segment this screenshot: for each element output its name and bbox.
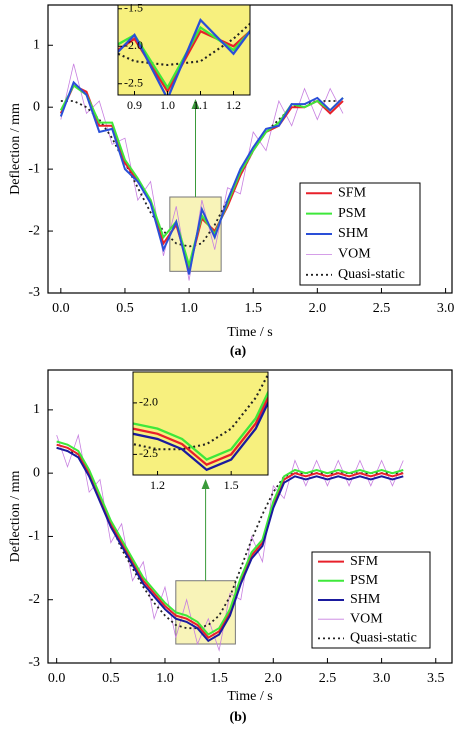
y-tick-label: -2 bbox=[28, 592, 40, 607]
inset-x-tick-label: 1.0 bbox=[160, 98, 175, 112]
series-line bbox=[56, 446, 404, 630]
inset-x-tick-label: 1.2 bbox=[226, 98, 241, 112]
inset-x-tick-label: 1.1 bbox=[193, 98, 208, 112]
x-tick-label: 3.5 bbox=[427, 671, 445, 686]
inset-x-tick-label: 1.2 bbox=[150, 478, 165, 492]
series-line bbox=[60, 100, 343, 248]
inset-line bbox=[118, 17, 250, 95]
x-tick-label: 2.0 bbox=[309, 301, 327, 316]
legend-label: Quasi-static bbox=[350, 631, 417, 646]
inset-frame bbox=[117, 4, 251, 96]
series-line bbox=[56, 433, 404, 652]
legend-label: PSM bbox=[338, 206, 367, 221]
x-tick-label: 1.5 bbox=[210, 671, 228, 686]
inset-line bbox=[133, 400, 268, 472]
series-line bbox=[59, 84, 344, 269]
inset-area bbox=[133, 372, 268, 472]
plot-area bbox=[59, 63, 344, 281]
x-tick-label: 2.5 bbox=[373, 301, 391, 316]
inset-bg bbox=[133, 372, 268, 475]
x-tick-label: 1.0 bbox=[180, 301, 198, 316]
legend-label: SFM bbox=[338, 185, 367, 200]
legend-label: Quasi-static bbox=[338, 267, 405, 282]
inset-y-tick-label: -2.0 bbox=[124, 38, 143, 52]
legend-label: SHM bbox=[338, 226, 369, 241]
x-tick-label: 1.5 bbox=[244, 301, 262, 316]
inset-frame bbox=[132, 371, 269, 476]
x-tick-label: 0.0 bbox=[52, 301, 70, 316]
legend-label: SFM bbox=[350, 554, 379, 569]
y-tick-label: -1 bbox=[28, 529, 40, 544]
inset-bg bbox=[118, 5, 250, 95]
series-line bbox=[59, 80, 344, 275]
x-tick-label: 3.0 bbox=[373, 671, 391, 686]
y-tick-label: 0 bbox=[33, 465, 40, 480]
x-tick-label: 0.0 bbox=[48, 671, 66, 686]
legend-label: PSM bbox=[350, 573, 379, 588]
inset-line bbox=[118, 29, 250, 94]
y-tick-label: -1 bbox=[28, 161, 40, 176]
y-axis-label: Deflection / mm bbox=[8, 471, 23, 563]
inset-y-tick-label: -1.5 bbox=[124, 1, 143, 15]
legend-label: SHM bbox=[350, 592, 381, 607]
x-tick-label: 0.5 bbox=[116, 301, 134, 316]
inset-area bbox=[118, 17, 250, 95]
y-tick-label: -2 bbox=[28, 223, 40, 238]
plot-area bbox=[56, 433, 404, 652]
inset-x-tick-label: 1.5 bbox=[224, 478, 239, 492]
x-tick-label: 2.0 bbox=[265, 671, 283, 686]
y-axis-label: Deflection / mm bbox=[8, 103, 23, 195]
inset-x-tick-label: 0.9 bbox=[127, 98, 142, 112]
y-tick-label: -3 bbox=[28, 655, 40, 670]
series-line bbox=[56, 446, 404, 643]
caption: (a) bbox=[230, 344, 247, 359]
inset-y-tick-label: -2.0 bbox=[139, 395, 158, 409]
x-axis-label: Time / s bbox=[227, 689, 272, 704]
plot-frame bbox=[47, 369, 453, 664]
legend-label: VOM bbox=[350, 611, 383, 626]
inset-line bbox=[133, 389, 268, 461]
y-tick-label: 1 bbox=[33, 37, 40, 52]
y-tick-label: 1 bbox=[33, 402, 40, 417]
inset-y-tick-label: -2.5 bbox=[139, 446, 158, 460]
y-tick-label: 0 bbox=[33, 99, 40, 114]
x-tick-label: 1.0 bbox=[156, 671, 174, 686]
legend-label: VOM bbox=[338, 247, 371, 262]
y-tick-label: -3 bbox=[28, 285, 40, 300]
series-line bbox=[56, 440, 404, 636]
series-line bbox=[56, 443, 404, 639]
zoom-arrow-head bbox=[201, 479, 210, 489]
zoom-arrow-head bbox=[191, 99, 200, 109]
x-axis-label: Time / s bbox=[227, 325, 272, 340]
x-tick-label: 2.5 bbox=[319, 671, 337, 686]
inset-y-tick-label: -2.5 bbox=[124, 76, 143, 90]
x-tick-label: 3.0 bbox=[437, 301, 455, 316]
caption: (b) bbox=[229, 710, 246, 725]
x-tick-label: 0.5 bbox=[102, 671, 120, 686]
inset-line bbox=[118, 25, 250, 90]
inset-line bbox=[133, 395, 268, 467]
